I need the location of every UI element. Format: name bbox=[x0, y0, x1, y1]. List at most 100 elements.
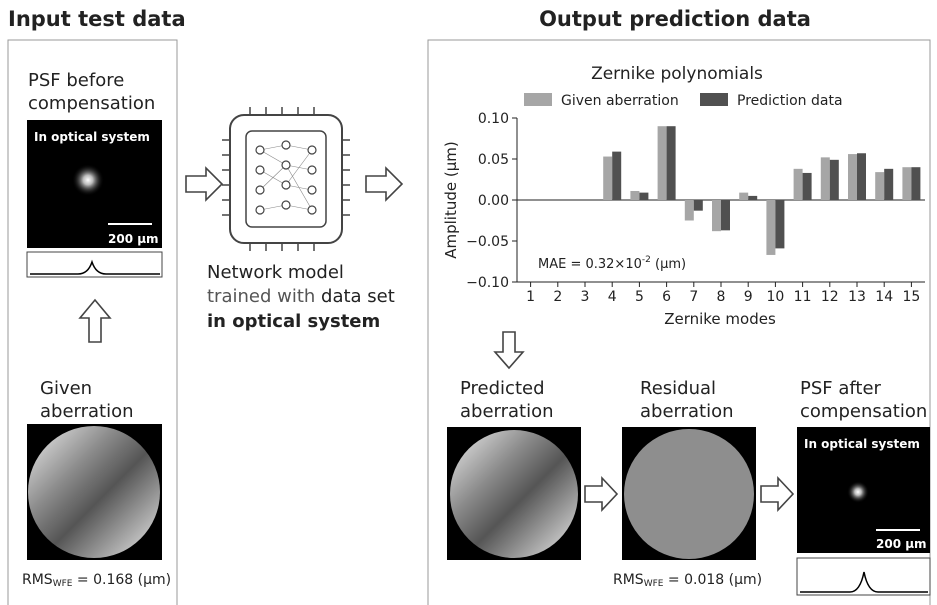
bar bbox=[612, 152, 621, 200]
x-tick-label: 13 bbox=[848, 289, 866, 305]
bar bbox=[848, 154, 857, 200]
annotation: MAE = 0.32×10-2 (μm) bbox=[538, 255, 686, 272]
y-tick-label: 0.00 bbox=[478, 193, 509, 209]
label: compensation bbox=[28, 93, 155, 114]
y-tick-label: 0.05 bbox=[478, 152, 509, 168]
x-tick-label: 7 bbox=[689, 289, 698, 305]
scale-label: 200 μm bbox=[108, 232, 159, 246]
rms-value: = 0.018 (μm) bbox=[663, 572, 762, 588]
bar bbox=[630, 191, 639, 200]
residual-disc bbox=[624, 429, 754, 559]
bar bbox=[739, 193, 748, 200]
network-text: in optical system bbox=[207, 311, 380, 332]
bar bbox=[658, 126, 667, 200]
y-tick-label: −0.05 bbox=[466, 234, 509, 250]
legend-label: Given aberration bbox=[561, 93, 679, 109]
x-tick-label: 4 bbox=[608, 289, 617, 305]
x-tick-label: 3 bbox=[581, 289, 590, 305]
bar bbox=[766, 200, 775, 255]
rms: RMS bbox=[613, 572, 644, 588]
figure: Input test data PSF before compensation … bbox=[0, 0, 937, 605]
aberration-disc bbox=[450, 430, 578, 558]
rms-sub: WFE bbox=[53, 579, 73, 589]
bar bbox=[902, 167, 911, 200]
bar bbox=[794, 169, 803, 200]
label: Predicted bbox=[460, 378, 545, 399]
bar bbox=[830, 160, 839, 200]
x-tick-label: 2 bbox=[553, 289, 562, 305]
x-tick-label: 1 bbox=[526, 289, 535, 305]
scale-label: 200 μm bbox=[876, 537, 927, 551]
x-tick-label: 15 bbox=[902, 289, 920, 305]
bar bbox=[603, 157, 612, 200]
rms: RMS bbox=[22, 572, 53, 588]
network-icon bbox=[222, 107, 350, 251]
input-title: Input test data bbox=[8, 7, 186, 31]
label: Given bbox=[40, 378, 92, 399]
legend-swatch bbox=[524, 93, 552, 106]
annotation: MAE = 0.32×10 bbox=[538, 257, 642, 272]
psf-spot bbox=[847, 481, 869, 503]
image-tag: In optical system bbox=[34, 130, 150, 144]
arrow bbox=[186, 168, 222, 200]
annotation-exp: -2 bbox=[642, 255, 651, 265]
bar bbox=[748, 196, 757, 200]
label: aberration bbox=[40, 401, 134, 422]
bar bbox=[875, 172, 884, 200]
y-tick-label: −0.10 bbox=[466, 275, 509, 291]
rms-text: RMSWFE = 0.018 (μm) bbox=[613, 572, 762, 589]
label: aberration bbox=[640, 401, 734, 422]
image-tag: In optical system bbox=[804, 437, 920, 451]
bar bbox=[857, 153, 866, 200]
bar bbox=[667, 126, 676, 200]
bar bbox=[775, 200, 784, 248]
x-tick-label: 10 bbox=[766, 289, 784, 305]
rms-sub: WFE bbox=[644, 579, 664, 589]
label: aberration bbox=[460, 401, 554, 422]
page: body { margin: 0; background: #fff; font… bbox=[0, 0, 937, 605]
x-tick-label: 14 bbox=[875, 289, 893, 305]
rms-text: RMSWFE = 0.168 (μm) bbox=[22, 572, 171, 589]
legend-label: Prediction data bbox=[737, 93, 843, 109]
bar bbox=[803, 173, 812, 200]
legend-swatch bbox=[700, 93, 728, 106]
bar bbox=[721, 200, 730, 230]
arrow bbox=[585, 478, 617, 510]
bar bbox=[685, 200, 694, 221]
arrow bbox=[366, 168, 402, 200]
x-tick-label: 9 bbox=[744, 289, 753, 305]
x-tick-label: 8 bbox=[717, 289, 726, 305]
label: compensation bbox=[800, 401, 927, 422]
label: PSF after bbox=[800, 378, 882, 399]
arrow bbox=[761, 478, 793, 510]
bar bbox=[694, 200, 703, 211]
rms-value: = 0.168 (μm) bbox=[72, 572, 171, 588]
label: Residual bbox=[640, 378, 716, 399]
y-tick-label: 0.10 bbox=[478, 111, 509, 127]
network-text: trained with data set bbox=[207, 286, 395, 307]
bar bbox=[821, 157, 830, 200]
annotation: (μm) bbox=[651, 257, 686, 272]
network-text: Network model bbox=[207, 262, 344, 283]
network-text: data set bbox=[321, 286, 395, 307]
chart: Zernike polynomials Zernike modes Amplit… bbox=[442, 64, 925, 328]
bar bbox=[911, 167, 920, 200]
x-tick-label: 6 bbox=[662, 289, 671, 305]
x-axis-label: Zernike modes bbox=[664, 310, 776, 328]
x-tick-label: 12 bbox=[821, 289, 839, 305]
arrow bbox=[495, 332, 523, 368]
bar bbox=[639, 193, 648, 200]
output-title: Output prediction data bbox=[539, 7, 811, 31]
bar bbox=[884, 169, 893, 200]
aberration-disc bbox=[28, 426, 160, 558]
label: PSF before bbox=[28, 70, 124, 91]
arrow bbox=[80, 300, 110, 342]
network-text: trained with bbox=[207, 286, 321, 307]
x-tick-label: 11 bbox=[794, 289, 812, 305]
x-tick-label: 5 bbox=[635, 289, 644, 305]
y-axis-label: Amplitude (μm) bbox=[442, 141, 460, 259]
bar bbox=[712, 200, 721, 231]
body: {"input": {"title": "Input test data", "… bbox=[0, 0, 937, 605]
chart-title: Zernike polynomials bbox=[591, 64, 763, 84]
psf-spot bbox=[72, 164, 104, 196]
